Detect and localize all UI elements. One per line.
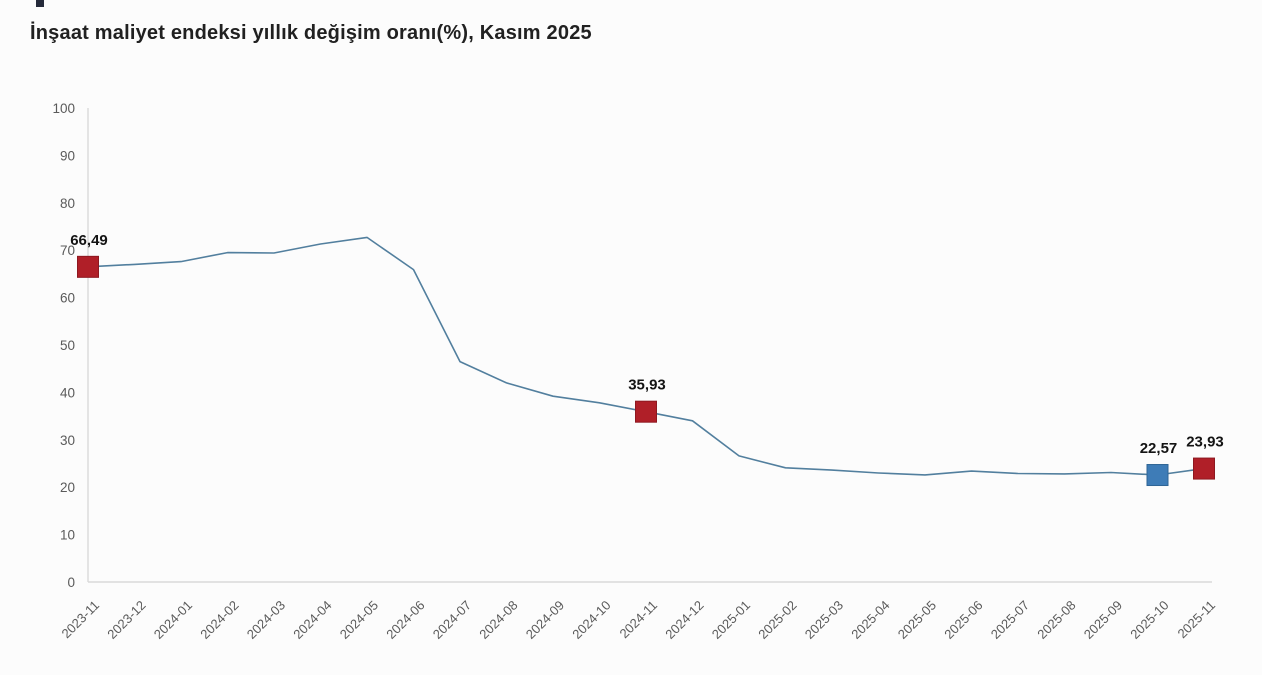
data-label-2023-11: 66,49: [70, 232, 108, 249]
highlight-marker-2023-11[interactable]: [77, 255, 99, 278]
y-axis-tick-label: 90: [60, 148, 75, 163]
x-axis-tick-label: 2023-11: [58, 598, 102, 642]
y-axis-tick-label: 40: [60, 385, 75, 400]
data-line: [87, 236, 1205, 476]
x-axis-tick-label: 2025-09: [1081, 598, 1125, 642]
x-axis-tick-label: 2025-05: [895, 598, 939, 642]
highlight-marker-2025-11[interactable]: [1193, 457, 1215, 480]
chart-title: İnşaat maliyet endeksi yıllık değişim or…: [30, 22, 592, 44]
data-label-2025-11: 23,93: [1186, 434, 1224, 451]
y-axis-tick-label: 80: [60, 196, 75, 211]
x-axis-tick-label: 2024-06: [383, 598, 427, 642]
x-axis-tick-label: 2025-11: [1174, 598, 1218, 642]
x-axis-tick-label: 2024-11: [616, 598, 660, 642]
x-axis-tick-label: 2024-03: [244, 598, 288, 642]
x-axis-tick-label: 2024-09: [523, 598, 567, 642]
x-axis-tick-label: 2025-03: [802, 598, 846, 642]
y-axis-tick-label: 30: [60, 433, 75, 448]
x-axis-tick-label: 2024-02: [197, 598, 241, 642]
x-axis-tick-label: 2024-10: [569, 598, 613, 642]
y-axis-tick-label: 70: [60, 243, 75, 258]
x-axis-tick-label: 2025-07: [988, 598, 1032, 642]
data-label-2025-10: 22,57: [1140, 440, 1178, 457]
highlight-marker-2025-10[interactable]: [1146, 464, 1169, 487]
x-axis-tick-label: 2024-12: [662, 598, 706, 642]
highlight-marker-2024-11[interactable]: [635, 400, 657, 423]
y-axis-tick-label: 100: [52, 101, 75, 116]
y-axis-tick-label: 0: [67, 575, 75, 590]
data-label-2024-11: 35,93: [628, 377, 666, 394]
page-edge-mark: [36, 0, 44, 7]
y-axis-tick-label: 60: [60, 291, 75, 306]
x-axis-tick-label: 2025-02: [755, 598, 799, 642]
x-axis-tick-label: 2024-08: [476, 598, 520, 642]
x-axis-tick-label: 2023-12: [104, 598, 148, 642]
x-axis-tick-label: 2024-07: [430, 598, 474, 642]
x-axis-tick-label: 2024-05: [337, 598, 381, 642]
y-axis-tick-label: 20: [60, 480, 75, 495]
y-axis-tick-label: 50: [60, 338, 75, 353]
y-axis-tick-label: 10: [60, 528, 75, 543]
x-axis-tick-label: 2024-01: [151, 598, 195, 642]
x-axis-tick-label: 2025-01: [709, 598, 753, 642]
x-axis-tick-label: 2024-04: [290, 598, 334, 642]
x-axis-tick-label: 2025-08: [1034, 598, 1078, 642]
x-axis-tick-label: 2025-06: [941, 598, 985, 642]
x-axis-tick-label: 2025-04: [848, 598, 892, 642]
x-axis-tick-label: 2025-10: [1127, 598, 1171, 642]
